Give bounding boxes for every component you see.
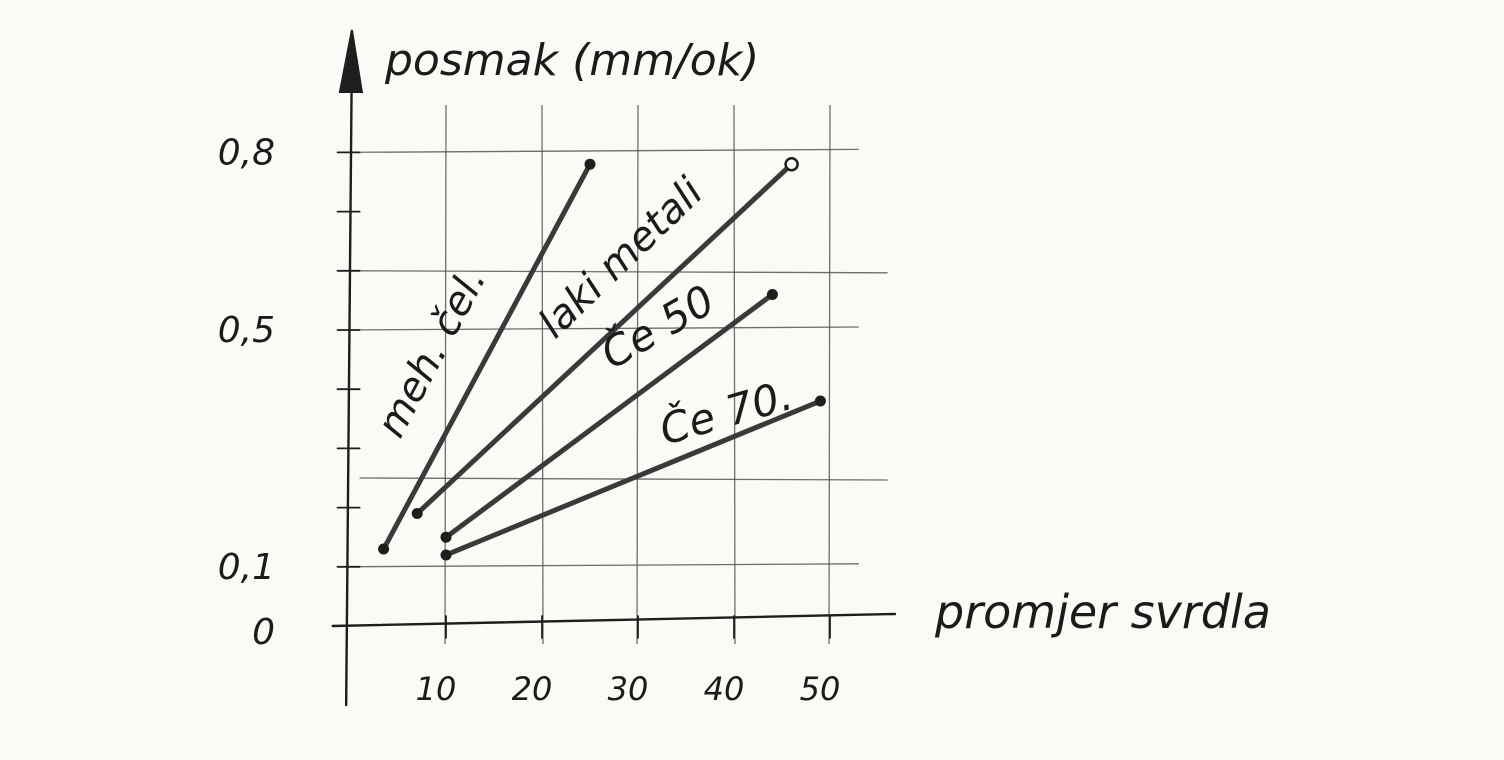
series-label-0: meh. čel. (368, 260, 495, 445)
grid-line-y-0,5 (340, 326, 859, 331)
x-axis-line (331, 612, 897, 628)
grid-line-y-minor-1 (359, 270, 888, 274)
series-line-2 (443, 291, 775, 540)
grid-line-y-0,8 (340, 148, 859, 154)
series-line-0 (381, 161, 593, 552)
grid-line-y-minor-0 (359, 477, 888, 481)
x-axis-label: promjer svrdla (934, 585, 1271, 639)
grid-line-x-50 (828, 105, 831, 645)
y-tick-label-0,1: 0,1 (218, 547, 275, 588)
series-point-end-3 (814, 395, 826, 407)
y-axis-line (344, 48, 354, 707)
series-lines (378, 156, 826, 561)
series-point-start-2 (440, 531, 452, 543)
grid-line-x-40 (733, 105, 736, 645)
labels: posmak (mm/ok) promjer svrdla (384, 35, 1271, 639)
x-tick-label-40: 40 (704, 670, 745, 708)
series-point-start-1 (411, 508, 423, 520)
series-point-start-3 (440, 549, 452, 561)
x-tick-label-10: 10 (416, 670, 457, 708)
axes (331, 29, 897, 707)
grid-line-x-20 (541, 105, 544, 645)
grid-line-x-30 (636, 105, 639, 645)
series-point-end-1 (784, 156, 799, 172)
y-tick-label-0,5: 0,5 (218, 310, 275, 351)
x-tick-label-50: 50 (800, 670, 841, 708)
grid-line-y-0,1 (340, 563, 859, 568)
series-line-3 (443, 398, 823, 558)
y-tick-label-0: 0 (252, 612, 275, 653)
series-point-end-2 (766, 288, 778, 300)
tick-labels: 10 20 30 40 50 0 0,1 0,5 0,8 (218, 132, 841, 708)
y-axis-arrow (338, 29, 364, 93)
y-tick-label-0,8: 0,8 (218, 132, 275, 173)
series-point-start-0 (378, 543, 390, 555)
x-tick-label-30: 30 (608, 670, 649, 708)
y-axis-label: posmak (mm/ok) (384, 35, 759, 86)
x-tick-label-20: 20 (512, 670, 553, 708)
series-line-1 (414, 161, 795, 517)
series-point-end-0 (584, 158, 596, 170)
grid (340, 105, 888, 645)
